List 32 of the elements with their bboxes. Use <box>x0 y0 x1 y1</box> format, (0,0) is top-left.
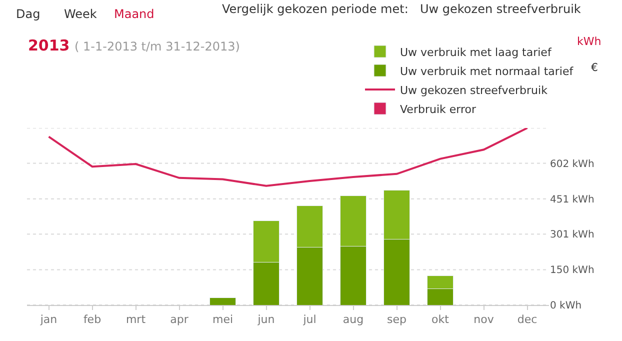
text: kWh <box>577 35 602 48</box>
legend-label: Verbruik error <box>400 102 476 116</box>
x-tick-label: nov <box>474 313 494 326</box>
legend-label: Uw gekozen streefverbruik <box>400 84 548 97</box>
x-tick-label: apr <box>170 313 189 326</box>
text: Uw gekozen streefverbruik <box>420 2 581 16</box>
x-tick-label: feb <box>83 313 102 326</box>
y-tick-label: 451 kWh <box>550 194 594 206</box>
y-tick-label: 150 kWh <box>550 265 594 276</box>
chart-title: 2013 <box>28 36 70 54</box>
line-series <box>48 128 528 187</box>
x-tick-label: jul <box>302 313 316 326</box>
text: Dag <box>16 7 40 21</box>
x-tick-label: jun <box>256 313 275 326</box>
text: € <box>591 61 598 74</box>
x-tick-label: jan <box>39 313 58 326</box>
text: Maand <box>114 7 154 21</box>
y-tick-label: 602 kWh <box>550 158 594 170</box>
x-tick-label: okt <box>432 313 450 326</box>
y-tick-label: 301 kWh <box>550 230 594 241</box>
x-tick-label: mrt <box>126 313 146 326</box>
x-tick-label: mei <box>212 313 234 326</box>
y-tick-label: 0 kWh <box>550 300 582 312</box>
text: Week <box>64 7 97 21</box>
legend-label: Uw verbruik met laag tarief <box>400 46 552 59</box>
chart-subtitle: ( 1-1-2013 t/m 31-12-2013) <box>74 39 240 54</box>
legend-label: Uw verbruik met normaal tarief <box>400 64 574 78</box>
text: Vergelijk gekozen periode met: <box>222 2 408 16</box>
x-tick-label: dec <box>517 313 538 326</box>
bar <box>209 297 236 305</box>
x-tick-label: aug <box>342 313 364 326</box>
x-tick-label: sep <box>387 313 407 326</box>
